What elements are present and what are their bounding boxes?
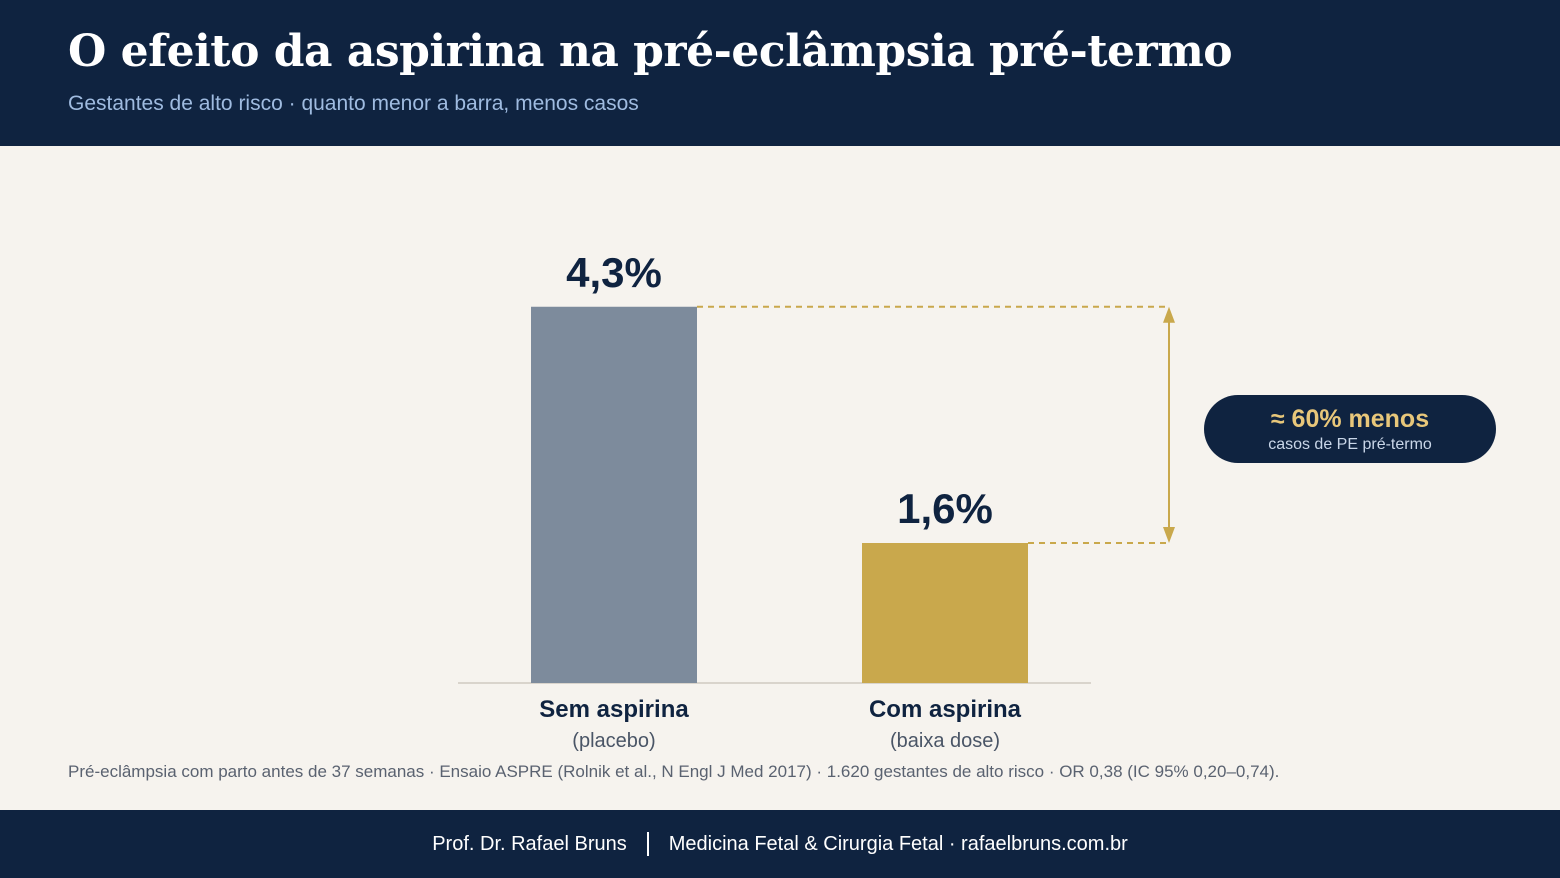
footer-band: Prof. Dr. Rafael Bruns Medicina Fetal & … [0, 810, 1560, 878]
page-title: O efeito da aspirina na pré-eclâmpsia pr… [68, 26, 1233, 77]
source-note: Pré-eclâmpsia com parto antes de 37 sema… [68, 762, 1280, 781]
callout-main-text: ≈ 60% menos [1270, 405, 1430, 433]
bar-chart: 4,3% 1,6% Sem aspirina (placebo) Com asp… [458, 249, 1175, 752]
category-sublabel-baixa-dose: (baixa dose) [890, 730, 1000, 752]
footer-author: Prof. Dr. Rafael Bruns [432, 832, 627, 855]
bar-sem-aspirina [531, 306, 697, 683]
category-label-com-aspirina: Com aspirina [869, 696, 1022, 723]
value-label-sem-aspirina: 4,3% [566, 249, 662, 296]
footer-divider [646, 832, 649, 856]
value-label-com-aspirina: 1,6% [897, 485, 993, 532]
category-label-sem-aspirina: Sem aspirina [539, 696, 689, 723]
page-subtitle: Gestantes de alto risco · quanto menor a… [68, 92, 639, 115]
footer-tagline: Medicina Fetal & Cirurgia Fetal · rafael… [668, 832, 1128, 855]
arrow-head-up-icon [1163, 306, 1175, 323]
callout-sub-text: casos de PE pré-termo [1268, 436, 1432, 453]
category-sublabel-placebo: (placebo) [572, 730, 655, 752]
bar-com-aspirina [862, 543, 1028, 683]
header-band: O efeito da aspirina na pré-eclâmpsia pr… [0, 0, 1560, 146]
arrow-head-down-icon [1163, 527, 1175, 543]
reduction-callout: ≈ 60% menos casos de PE pré-termo [1204, 395, 1496, 463]
